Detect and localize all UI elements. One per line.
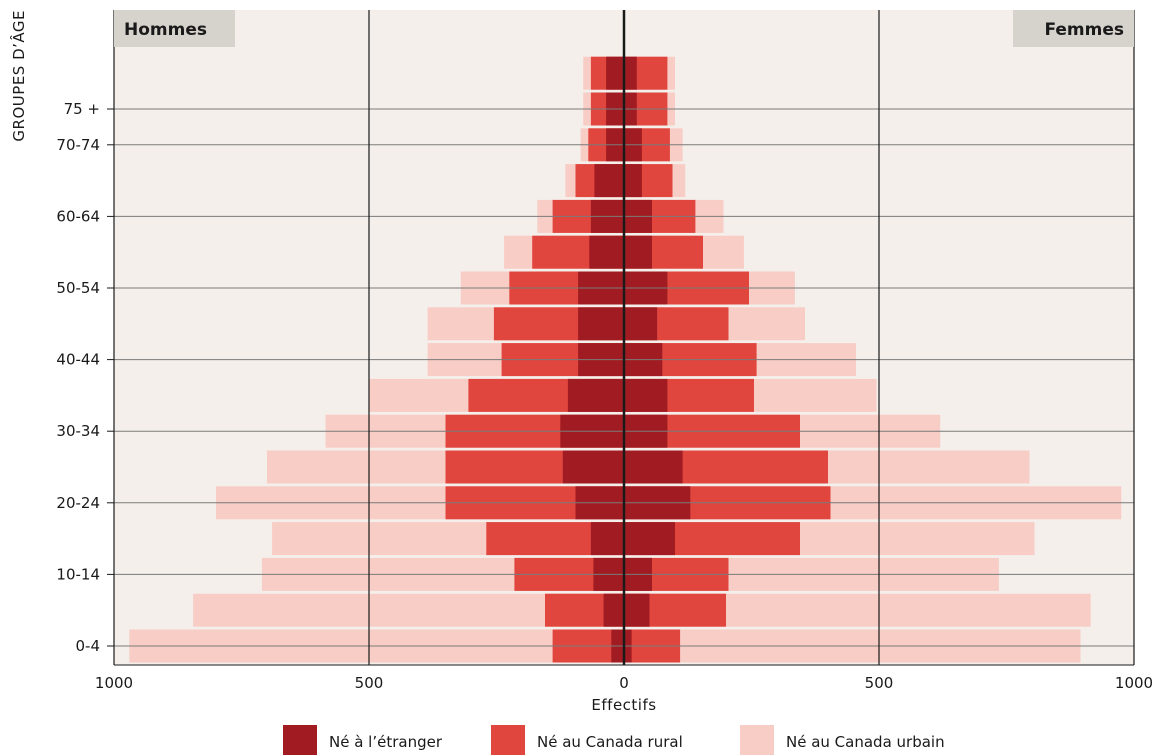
y-tick-label-2: 10-14: [56, 565, 100, 583]
bar-hommes-etranger-16: [606, 56, 624, 90]
y-tick-label-14: 70-74: [56, 136, 100, 154]
x-tick-label-1: 500: [355, 674, 384, 692]
y-tick-label-6: 30-34: [56, 422, 100, 440]
y-tick-label-10: 50-54: [56, 279, 100, 297]
y-tick-labels: 0-4 10-14 20-24 30-34 40-44 50-54 60-64 70-74 75…: [56, 100, 100, 655]
bar-femmes-etranger-13: [624, 164, 642, 198]
bar-hommes-etranger-7: [567, 378, 624, 412]
y-tick-label-12: 60-64: [56, 207, 100, 225]
bar-hommes-etranger-13: [594, 164, 624, 198]
legend-swatch-etranger: [283, 725, 317, 755]
femmes-label-box: Femmes: [1013, 10, 1134, 47]
bar-femmes-etranger-5: [624, 450, 683, 484]
bar-hommes-etranger-3: [590, 522, 624, 556]
bar-hommes-etranger-11: [589, 235, 624, 269]
x-tick-label-0: 1000: [95, 674, 133, 692]
legend: Né à l’étranger Né au Canada rural Né au C…: [283, 725, 945, 755]
legend-label-etranger: Né à l’étranger: [329, 733, 443, 751]
x-axis-title: Effectifs: [591, 696, 656, 714]
legend-label-rural: Né au Canada rural: [537, 733, 683, 751]
femmes-label: Femmes: [1044, 20, 1124, 40]
bar-femmes-etranger-9: [624, 307, 658, 341]
bars-group: [129, 56, 1122, 663]
y-tick-label-15: 75 +: [64, 100, 100, 118]
hommes-label-box: Hommes: [114, 10, 235, 47]
vertical-lines-group: [113, 10, 1135, 666]
legend-swatch-urbain: [740, 725, 774, 755]
bar-femmes-etranger-3: [624, 522, 675, 556]
y-tick-label-0: 0-4: [76, 637, 101, 655]
x-tick-label-3: 500: [865, 674, 894, 692]
bar-hommes-etranger-1: [603, 593, 624, 627]
bar-femmes-etranger-1: [624, 593, 650, 627]
y-tick-label-4: 20-24: [56, 494, 100, 512]
bar-femmes-etranger-7: [624, 378, 668, 412]
x-tick-labels: 1000 500 0 500 1000: [95, 674, 1153, 692]
x-tick-label-2: 0: [619, 674, 629, 692]
legend-label-urbain: Né au Canada urbain: [786, 733, 945, 751]
bar-femmes-etranger-11: [624, 235, 652, 269]
x-tick-label-4: 1000: [1115, 674, 1153, 692]
bar-hommes-etranger-5: [562, 450, 624, 484]
bar-hommes-etranger-9: [578, 307, 624, 341]
y-tick-label-8: 40-44: [56, 351, 100, 369]
legend-swatch-rural: [491, 725, 525, 755]
bar-femmes-etranger-16: [624, 56, 637, 90]
hommes-label: Hommes: [124, 20, 207, 40]
y-axis-title: GROUPES D’ÂGE: [9, 10, 28, 142]
